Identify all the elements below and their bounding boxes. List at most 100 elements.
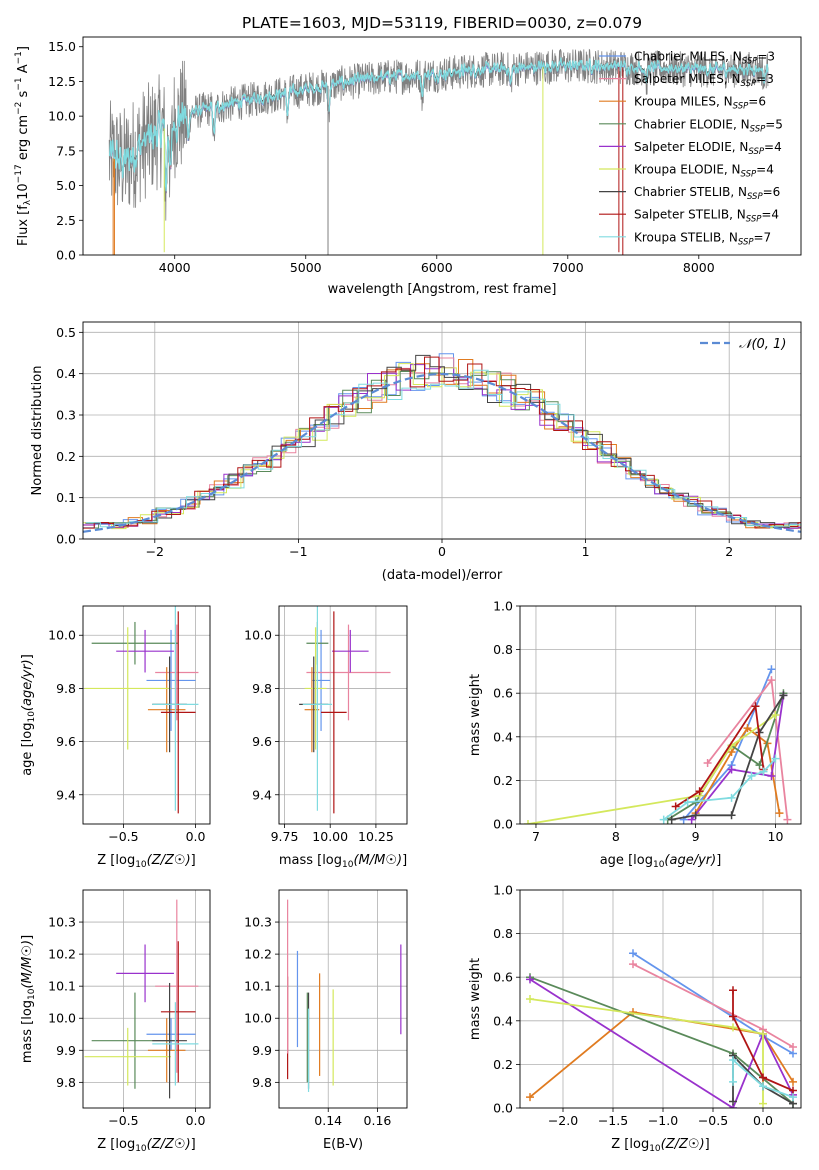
x-tick-label: −0.5 (698, 1113, 728, 1128)
y-tick-label: 9.9 (252, 1043, 272, 1058)
plot-area (84, 899, 199, 1099)
y-tick-label: 0.4 (56, 366, 76, 381)
x-tick-label: 2 (725, 544, 733, 559)
x-tick-label: 0.0 (753, 1113, 773, 1128)
y-tick-label: 12.5 (48, 74, 76, 89)
y-tick-label: 0.3 (56, 408, 76, 423)
data-spectrum-line (108, 48, 769, 221)
y-tick-label: 5.0 (56, 178, 76, 193)
x-tick-label: 10.25 (358, 829, 394, 844)
mass-weight-marker (775, 809, 784, 818)
mass-weight-marker (729, 986, 737, 995)
y-tick-label: 0.2 (493, 773, 513, 788)
x-tick-label: 10.00 (312, 829, 348, 844)
mass-weight-marker (759, 1073, 767, 1082)
y-tick-label: 1.0 (493, 599, 513, 614)
panel-mass-vs-Z: −0.5 0.0 9.8 9.9 10.0 10.1 10.2 10.3 Z [log10(Z/… (20, 889, 211, 1154)
mass-weight-marker (767, 665, 776, 674)
y-tick-label: 1.0 (493, 883, 513, 898)
y-tick-label: 10.1 (244, 979, 272, 994)
mass-weight-marker (526, 975, 534, 984)
y-tick-label: 9.8 (252, 681, 272, 696)
y-tick-label: 10.0 (48, 628, 76, 643)
mass-weight-marker (783, 815, 792, 824)
x-tick-label: 0.14 (314, 1113, 342, 1128)
legend-entry: 𝒩(0, 1) (739, 337, 786, 352)
x-axis-label: wavelength [Angstrom, rest frame] (328, 282, 557, 297)
x-axis-label: Z [log10(Z/Z☉)] (611, 1137, 709, 1154)
mass-weight-marker (759, 1082, 767, 1091)
mass-weight-line (732, 990, 794, 1092)
x-axis-label: E(B-V) (323, 1137, 363, 1152)
x-tick-label: 7 (532, 829, 540, 844)
mass-weight-line (527, 714, 777, 824)
y-tick-label: 0.2 (56, 449, 76, 464)
y-tick-label: 10.3 (244, 915, 272, 930)
x-tick-label: 0.16 (364, 1113, 392, 1128)
legend-entry: Salpeter ELODIE, NSSP=4 (634, 140, 782, 157)
mass-weight-marker (729, 1012, 737, 1021)
legend-entry: Kroupa MILES, NSSP=6 (634, 95, 766, 112)
axes-frame (82, 36, 802, 256)
mass-weight-marker (523, 820, 532, 824)
mass-weight-marker (671, 802, 680, 811)
y-tick-label: 0.8 (493, 926, 513, 941)
mass-weight-marker (659, 815, 668, 824)
mass-weight-marker (727, 765, 736, 774)
x-tick-label: 4000 (159, 260, 191, 275)
y-tick-label: 0.4 (493, 1013, 513, 1028)
mass-weight-marker (629, 949, 637, 958)
axes-frame (82, 605, 211, 825)
x-tick-label: −2 (146, 544, 164, 559)
y-tick-label: 10.0 (48, 1011, 76, 1026)
normal-curve (83, 372, 801, 533)
x-axis-label: Z [log10(Z/Z☉)] (97, 853, 195, 870)
x-tick-label: −0.5 (108, 1113, 138, 1128)
x-tick-label: 9.75 (271, 829, 299, 844)
x-tick-label: −1.5 (598, 1113, 628, 1128)
mass-weight-marker (729, 1023, 737, 1032)
mass-weight-marker (683, 798, 692, 807)
x-tick-label: 1 (582, 544, 590, 559)
x-axis-label: Z [log10(Z/Z☉)] (97, 1137, 195, 1154)
plot-area (523, 665, 792, 824)
mass-weight-marker (729, 1077, 737, 1086)
mass-weight-marker (759, 1029, 767, 1038)
mass-weight-marker (743, 724, 752, 733)
legend-entry: Kroupa STELIB, NSSP=7 (634, 230, 771, 247)
mass-weight-marker (703, 758, 712, 767)
mass-weight-marker (789, 1093, 797, 1102)
x-tick-label: 6000 (421, 260, 453, 275)
residual-histogram (85, 354, 801, 528)
y-tick-label: 15.0 (48, 39, 76, 54)
y-tick-label: 9.4 (252, 787, 272, 802)
mass-weight-marker (759, 1099, 767, 1108)
mass-weight-line (529, 978, 794, 1108)
plot-area (526, 949, 797, 1108)
model-spectrum-line (108, 57, 769, 192)
legend-entry: Salpeter STELIB, NSSP=4 (634, 208, 779, 225)
y-tick-label: 10.0 (244, 1011, 272, 1026)
y-tick-label: 0.0 (493, 817, 513, 832)
mass-weight-marker (747, 772, 756, 781)
y-tick-label: 0.0 (56, 248, 76, 263)
y-tick-label: 10.1 (48, 979, 76, 994)
y-tick-label: 9.9 (56, 1043, 76, 1058)
y-tick-label: 7.5 (56, 143, 76, 158)
plot-area (84, 606, 199, 814)
y-tick-label: 2.5 (56, 213, 76, 228)
mass-weight-marker (727, 793, 736, 802)
y-tick-label: 0.6 (493, 970, 513, 985)
mass-weight-marker (629, 960, 637, 969)
figure-title: PLATE=1603, MJD=53119, FIBERID=0030, z=0… (242, 14, 642, 32)
residual-histogram (86, 369, 801, 528)
mass-weight-marker (771, 711, 780, 719)
y-tick-label: 0.4 (493, 729, 513, 744)
legend-entry: Chabrier ELODIE, NSSP=5 (634, 117, 783, 134)
x-tick-label: 8 (612, 829, 620, 844)
mass-weight-line (732, 1058, 794, 1098)
mass-weight-marker (771, 754, 780, 763)
legend-entry: Chabrier MILES, NSSP=3 (634, 50, 775, 67)
x-tick-label: 5000 (290, 260, 322, 275)
